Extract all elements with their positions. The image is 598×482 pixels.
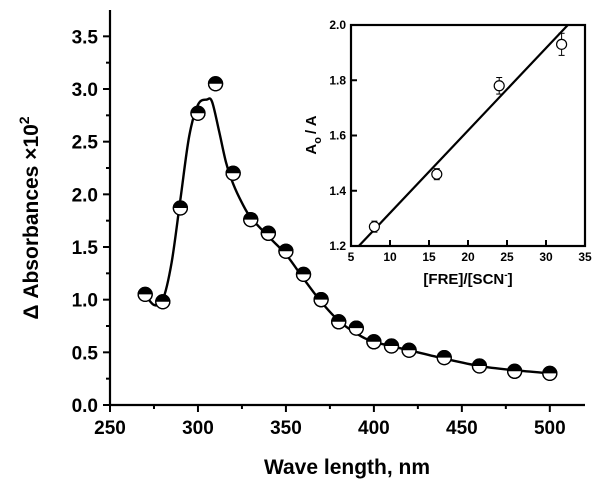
inset-y-tick-label: 1.8 (329, 73, 346, 87)
inset-y-tick-label: 1.4 (329, 184, 346, 198)
inset-x-tick-label: 30 (539, 250, 553, 264)
inset-y-tick-label: 2.0 (329, 18, 346, 32)
main-y-tick-label: 2.0 (72, 185, 98, 206)
inset-data-point (555, 32, 568, 56)
inset-x-tick-label: 35 (578, 250, 592, 264)
main-y-tick-label: 1.5 (72, 238, 99, 259)
main-x-tick-label: 450 (446, 418, 478, 439)
main-data-point (471, 358, 488, 374)
main-data-point (278, 243, 294, 259)
main-data-point (348, 320, 364, 336)
main-y-tick-label: 0.0 (72, 396, 98, 417)
main-tick-labels: 250 300 350 400 450 500 0.0 0.5 1.0 1.5 2.0 2.5 3.0 3… (72, 27, 566, 439)
main-data-point (366, 334, 382, 350)
inset-y-tick-label: 1.2 (329, 239, 346, 253)
main-data-point (260, 225, 276, 241)
main-data-point (243, 211, 259, 228)
inset-x-tick-label: 5 (348, 250, 355, 264)
inset-data-point (368, 220, 380, 233)
main-y-tick-label: 3.0 (72, 80, 98, 101)
inset-tick-labels: 5 10 15 20 25 30 35 1.2 1.4 1.6 1.8 2.0 (329, 18, 592, 264)
main-data-point (436, 349, 452, 366)
main-data-point (190, 105, 206, 121)
main-data-point (506, 363, 523, 379)
inset-fit-line (358, 24, 569, 247)
main-y-axis-label: Δ Absorbances ×102 (16, 116, 43, 319)
main-data-points (137, 76, 558, 382)
inset-x-tick-label: 25 (500, 250, 514, 264)
main-data-point (383, 338, 400, 354)
main-data-point (295, 266, 312, 283)
inset-ticks (350, 24, 586, 247)
main-data-point (207, 76, 224, 92)
main-data-point (331, 314, 347, 330)
main-y-tick-label: 2.5 (72, 133, 99, 154)
inset-x-axis-label: [FRE]/[SCN-] (423, 270, 512, 288)
main-x-tick-label: 500 (534, 418, 566, 439)
inset-x-tick-label: 15 (422, 250, 436, 264)
main-x-axis-label: Wave length, nm (264, 456, 430, 479)
main-x-tick-label: 400 (358, 418, 390, 439)
inset-y-axis-label: Ao/ A (303, 115, 324, 154)
main-data-point (155, 294, 171, 310)
main-y-tick-label: 1.0 (72, 291, 98, 312)
main-data-point (401, 342, 417, 358)
main-data-point (225, 165, 241, 181)
inset-chart: 5 10 15 20 25 30 35 1.2 1.4 1.6 1.8 2.0 [FRE]/[SCN-… (303, 18, 592, 288)
inset-frame (349, 23, 587, 248)
main-x-tick-label: 300 (182, 418, 214, 439)
inset-y-tick-label: 1.6 (329, 129, 346, 143)
inset-x-tick-label: 20 (461, 250, 475, 264)
main-data-point (542, 365, 558, 382)
inset-x-tick-label: 10 (383, 250, 397, 264)
main-fit-curve (144, 97, 550, 375)
main-ticks (103, 35, 551, 412)
inset-data-point (493, 76, 505, 95)
inset-data-point (431, 168, 443, 181)
main-x-tick-label: 250 (94, 418, 126, 439)
main-data-point (313, 292, 329, 308)
inset-data-points (368, 32, 568, 233)
main-data-point (137, 286, 153, 303)
main-data-point (172, 200, 189, 216)
main-y-tick-label: 3.5 (72, 27, 99, 48)
main-x-tick-label: 350 (270, 418, 302, 439)
main-y-tick-label: 0.5 (72, 343, 99, 364)
